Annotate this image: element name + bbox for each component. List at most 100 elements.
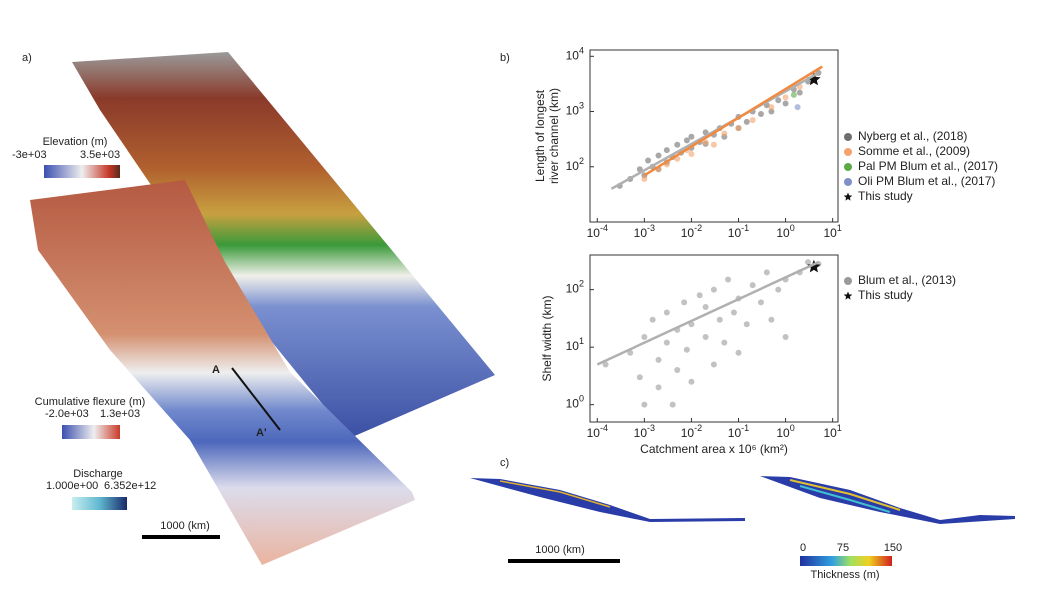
point — [782, 94, 789, 101]
point — [768, 316, 775, 323]
tick-base: 10 — [728, 226, 742, 240]
tick-base: 10 — [776, 226, 790, 240]
tick-base: 10 — [566, 397, 580, 411]
point — [710, 141, 717, 148]
point — [696, 292, 703, 299]
tick-exponent: 2 — [579, 156, 584, 166]
point — [743, 118, 750, 125]
colorbar-title: Elevation (m) — [43, 136, 108, 148]
colorbar — [62, 425, 120, 439]
point — [702, 334, 709, 341]
point — [749, 282, 756, 289]
colorbar-title: Discharge — [73, 468, 123, 480]
tick-label: 10-4 — [587, 423, 608, 440]
tick-label: 101 — [823, 423, 841, 440]
tick-exponent: -3 — [647, 223, 655, 233]
point — [681, 299, 688, 306]
strata — [789, 479, 901, 511]
point — [735, 125, 742, 132]
colorbar-label: 75 — [837, 542, 849, 554]
point — [655, 356, 662, 363]
tick-base: 10 — [776, 426, 790, 440]
plot-frame — [589, 49, 839, 223]
point — [636, 374, 643, 381]
tick-base: 10 — [566, 282, 580, 296]
flexure-surface — [30, 180, 415, 565]
point — [796, 89, 803, 96]
legend-label: Blum et al., (2013) — [858, 273, 956, 287]
y-axis-label: river channel (km) — [547, 88, 561, 184]
tick-label: 10-3 — [634, 223, 655, 240]
point — [655, 152, 662, 159]
legend-label: Pal PM Blum et al., (2017) — [858, 159, 998, 173]
panel-label: a) — [22, 52, 32, 64]
point — [805, 259, 812, 266]
tick-exponent: 3 — [579, 101, 584, 111]
panel-c: c) 1000 (km) 0 75 150 Thickness (m) — [470, 457, 1015, 581]
point — [663, 147, 670, 154]
colorbar-label: 3.5e+03 — [80, 149, 120, 161]
point — [674, 141, 681, 148]
tick-label: 103 — [566, 101, 584, 118]
tick-label: 102 — [566, 279, 584, 296]
point — [775, 286, 782, 293]
colorbar-title: Thickness (m) — [810, 569, 879, 581]
point — [688, 133, 695, 140]
tick-base: 10 — [566, 339, 580, 353]
colorbar-label: 1.000e+00 — [46, 480, 98, 492]
point — [725, 276, 732, 283]
point — [702, 303, 709, 310]
point — [641, 176, 648, 183]
tick-base: 10 — [634, 226, 648, 240]
point — [794, 104, 801, 111]
point — [710, 286, 717, 293]
legend-marker — [844, 277, 852, 285]
point — [688, 151, 695, 158]
point — [645, 157, 652, 164]
scale-label: 1000 (km) — [160, 520, 210, 532]
colorbar — [800, 556, 892, 566]
tick-base: 10 — [587, 426, 601, 440]
y-axis-label: Length of longest — [533, 89, 547, 182]
point — [782, 334, 789, 341]
point — [768, 104, 775, 111]
fit-line — [643, 65, 823, 177]
point — [716, 316, 723, 323]
colorbar-label: 1.3e+03 — [100, 408, 140, 420]
y-axis-label: Shelf width (km) — [540, 295, 554, 381]
tick-label: 10-1 — [728, 423, 749, 440]
tick-exponent: -2 — [694, 423, 702, 433]
legend-marker — [844, 178, 852, 186]
tick-base: 10 — [566, 159, 580, 173]
point — [735, 349, 742, 356]
tick-base: 10 — [681, 426, 695, 440]
tick-label: 101 — [823, 223, 841, 240]
colorbar-label: 150 — [884, 542, 902, 554]
tick-exponent: -4 — [600, 223, 608, 233]
point — [775, 97, 782, 104]
tick-label: 104 — [566, 46, 584, 63]
legend-marker — [843, 291, 853, 300]
point — [674, 367, 681, 374]
point — [683, 137, 690, 144]
tick-label: 10-3 — [634, 423, 655, 440]
tick-exponent: 0 — [790, 423, 795, 433]
tick-base: 10 — [587, 226, 601, 240]
legend-marker — [844, 163, 852, 171]
colorbar-label: -2.0e+03 — [45, 408, 89, 420]
section-label: A — [212, 364, 220, 376]
plot-frame — [589, 254, 839, 423]
tick-exponent: 0 — [579, 394, 584, 404]
cross-section — [470, 478, 745, 522]
tick-label: 101 — [566, 337, 584, 354]
point — [763, 269, 770, 276]
star-marker — [807, 72, 821, 86]
tick-label: 10-4 — [587, 223, 608, 240]
elevation-surface — [72, 52, 495, 438]
legend-label: Somme et al., (2009) — [858, 144, 970, 158]
panel-label: b) — [500, 52, 510, 64]
point — [655, 384, 662, 391]
tick-exponent: 0 — [790, 223, 795, 233]
tick-exponent: 1 — [579, 337, 584, 347]
